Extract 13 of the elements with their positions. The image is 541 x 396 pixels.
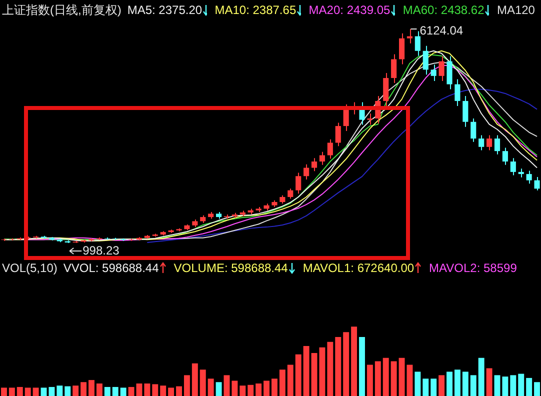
text: VVOL: 598688.44 [63, 261, 159, 275]
text: MA5: 2375.20 [127, 3, 202, 17]
text: MA10: 2387.65 [214, 3, 296, 17]
text: VOLUME: 598688.44 [174, 261, 288, 275]
text: MA20: 2439.05 [308, 3, 390, 17]
annotation: 6124.04 [420, 23, 464, 38]
text: 998.23 [82, 243, 120, 258]
text: MAVOL1: 672640.00 [302, 261, 414, 275]
text: MAVOL2: 58599 [429, 261, 517, 275]
text: MA120 [496, 3, 535, 17]
chart-title: 上证指数(日线,前复权) [2, 2, 122, 18]
text: MA60: 2438.62 [402, 3, 484, 17]
chart-title: VOL(5,10) [2, 261, 58, 275]
